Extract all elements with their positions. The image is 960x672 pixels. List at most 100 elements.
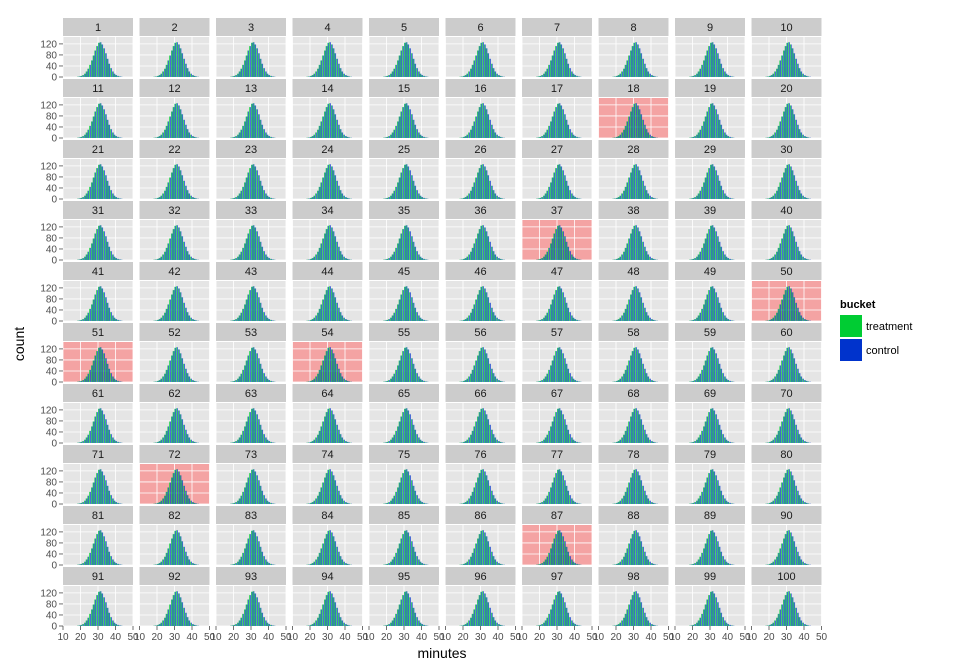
bar-treatment (259, 119, 261, 138)
bar-treatment (772, 195, 774, 199)
bar-treatment (572, 256, 574, 260)
facet-panel: 62 (139, 384, 210, 444)
bar-control (463, 197, 465, 199)
bar-treatment (419, 256, 421, 260)
bar-control (724, 315, 726, 321)
bar-treatment (489, 424, 490, 443)
bar-control (724, 71, 726, 77)
bar-treatment (471, 125, 473, 138)
bar-control (163, 193, 164, 199)
bar-treatment (96, 290, 97, 321)
bar-treatment (98, 286, 99, 321)
bar-control (97, 351, 98, 382)
bar-control (166, 125, 168, 138)
bar-control (655, 137, 657, 138)
bar-treatment (386, 136, 388, 138)
bar-treatment (407, 410, 409, 443)
bar-treatment (113, 439, 115, 443)
bar-control (700, 434, 702, 443)
bar-treatment (386, 258, 388, 260)
bar-control (88, 68, 90, 77)
bar-treatment (776, 312, 777, 321)
bar-treatment (78, 320, 80, 321)
bar-treatment (409, 414, 410, 443)
bar-control (615, 259, 616, 260)
bar-treatment (642, 58, 643, 77)
bar-control (271, 319, 272, 321)
bar-treatment (651, 75, 652, 77)
bar-treatment (346, 380, 348, 382)
bar-control (705, 238, 707, 260)
bar-control (168, 365, 170, 382)
bar-control (716, 292, 717, 321)
bar-control (314, 378, 316, 382)
bar-control (316, 132, 317, 138)
bar-control (651, 258, 653, 260)
bar-control (636, 408, 637, 443)
bar-control (243, 369, 244, 382)
bar-control (796, 363, 797, 382)
bar-treatment (407, 471, 409, 504)
bar-control (696, 134, 698, 138)
bar-control (547, 68, 549, 77)
bar-treatment (259, 424, 261, 443)
bar-control (116, 319, 118, 321)
bar-treatment (482, 42, 483, 77)
bar-control (182, 297, 184, 321)
bar-control (552, 116, 554, 138)
bar-treatment (652, 380, 654, 382)
bar-control (86, 132, 88, 138)
bar-treatment (317, 434, 318, 443)
bar-treatment (247, 233, 249, 260)
bar-treatment (110, 251, 111, 260)
bar-treatment (165, 64, 167, 77)
bar-control (166, 430, 168, 443)
bar-treatment (395, 125, 396, 138)
bar-control (637, 349, 639, 382)
bar-control (90, 247, 91, 260)
facet-strip (445, 445, 516, 463)
bar-treatment (715, 109, 716, 138)
bar-treatment (614, 198, 615, 199)
bar-control (111, 312, 112, 321)
bar-treatment (616, 136, 617, 138)
bar-control (479, 46, 481, 77)
bar-treatment (155, 442, 156, 443)
bar-treatment (475, 421, 476, 443)
bar-control (643, 363, 644, 382)
bar-control (577, 441, 578, 443)
bar-treatment (334, 358, 336, 382)
bar-treatment (238, 71, 240, 77)
bar-control (559, 164, 561, 199)
bar-treatment (176, 347, 177, 382)
bar-treatment (578, 381, 579, 382)
bar-treatment (701, 64, 702, 77)
bar-control (310, 441, 312, 443)
bar-control (796, 58, 797, 77)
bar-control (469, 254, 470, 260)
bar-control (797, 368, 799, 382)
bar-control (317, 434, 319, 443)
bar-control (497, 317, 498, 321)
bar-treatment (388, 502, 389, 504)
bar-control (651, 319, 653, 321)
bar-treatment (638, 292, 640, 321)
bar-treatment (489, 119, 490, 138)
bar-treatment (322, 360, 323, 382)
bar-treatment (181, 236, 183, 260)
y-tick-label: 40 (46, 183, 58, 194)
bar-control (397, 487, 399, 504)
bar-control (192, 197, 194, 199)
bar-control (632, 46, 634, 77)
facet-strip-label: 1 (95, 22, 101, 34)
bar-treatment (186, 434, 188, 443)
bar-control (479, 473, 481, 504)
bar-control (241, 312, 243, 321)
bar-treatment (157, 441, 158, 443)
bar-control (81, 502, 83, 504)
bar-treatment (91, 121, 92, 138)
bar-treatment (259, 241, 261, 260)
bar-treatment (119, 442, 120, 443)
bar-treatment (727, 319, 729, 321)
bar-control (403, 473, 404, 504)
